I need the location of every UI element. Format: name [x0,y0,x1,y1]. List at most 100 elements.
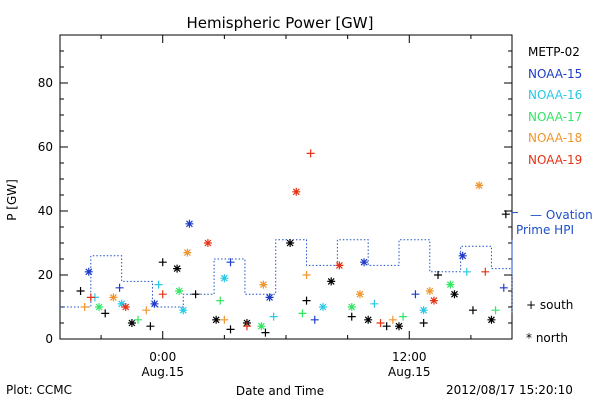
ovation-legend-line1: — Ovation [530,208,593,222]
data-point-metp-02-south [382,322,391,331]
x-tick-label-date: Aug.15 [141,365,184,379]
symbol-legend-north: * north [526,331,569,345]
y-tick-label: 80 [38,76,53,90]
data-point-noaa-17-north [175,287,184,295]
data-point-noaa-19-south [306,149,315,158]
data-point-metp-02-north [487,315,496,324]
data-point-noaa-17-north [446,280,455,289]
data-point-noaa-16-north [220,274,229,283]
data-point-noaa-15-north [84,267,93,276]
data-point-noaa-15-north [150,299,159,308]
data-point-metp-02-south [419,319,428,327]
data-point-noaa-18-north [259,280,268,289]
data-point-noaa-17-south [298,309,307,318]
data-point-metp-02-south [347,312,356,321]
data-point-noaa-15-north [360,258,369,267]
y-tick-label: 60 [38,140,53,154]
x-tick-label-date: Aug.15 [388,365,431,379]
data-point-noaa-16-north [419,306,428,315]
data-point-noaa-19-south [376,319,385,327]
data-point-metp-02-north [450,290,459,299]
data-point-noaa-15-north [185,219,194,228]
data-point-metp-02-south [468,306,477,315]
data-point-noaa-15-south [310,315,319,324]
data-point-metp-02-north [364,315,373,324]
data-point-metp-02-south [146,322,155,331]
data-point-metp-02-south [434,271,443,279]
y-tick-label: 0 [45,332,53,346]
data-point-metp-02-south [226,325,235,334]
data-point-metp-02-south [101,309,110,318]
ovation-legend-line2: Prime HPI [516,223,574,237]
data-point-metp-02-south [158,258,167,267]
data-point-noaa-17-north [95,303,104,311]
data-point-noaa-16-north [179,306,188,315]
data-point-noaa-19-south [242,322,251,331]
legend-item-noaa-19: NOAA-19 [528,152,583,167]
data-point-noaa-19-south [481,267,490,276]
data-point-noaa-17-north [347,303,356,311]
data-point-noaa-19-north [335,261,344,270]
data-point-metp-02-north [327,277,336,286]
legend-item-noaa-15: NOAA-15 [528,66,583,81]
data-point-noaa-18-south [388,315,397,324]
y-tick-label: 20 [38,268,53,282]
data-point-noaa-18-north [355,290,364,299]
satellite-legend: METP-02 NOAA-15 NOAA-16 NOAA-17 NOAA-18 … [528,42,582,172]
data-point-noaa-18-south [80,303,89,311]
data-point-noaa-17-north [257,322,266,331]
data-point-noaa-16-north [318,303,327,311]
data-point-noaa-15-north [458,251,467,260]
data-point-noaa-19-north [121,303,130,311]
footer-credit: Plot: CCMC [6,383,72,397]
data-point-noaa-15-north [265,293,274,302]
data-point-noaa-15-south [226,258,235,267]
data-point-noaa-18-north [475,181,484,190]
data-point-metp-02-north [127,319,136,327]
data-point-metp-02-south [261,328,270,337]
plot-frame [59,34,513,340]
data-point-metp-02-south [501,210,510,219]
data-point-noaa-17-south [491,306,500,315]
data-point-noaa-18-south [302,271,311,279]
data-point-noaa-18-south [220,315,229,324]
x-tick-label-time: 0:00 [149,350,176,364]
data-point-metp-02-north [286,239,295,247]
data-point-noaa-19-south [158,290,167,299]
x-tick-label-time: 12:00 [392,350,427,364]
data-point-noaa-16-north [117,299,126,308]
data-point-noaa-17-south [134,315,143,324]
footer-timestamp: 2012/08/17 15:20:10 [446,383,573,397]
data-point-noaa-15-south [499,283,508,292]
ovation-hpi-line [60,239,513,314]
plot-area: 0204060800:00Aug.1512:00Aug.150:00Aug.16… [38,34,518,379]
data-point-noaa-18-north [109,293,118,302]
data-point-metp-02-north [173,264,182,273]
legend-item-noaa-17: NOAA-17 [528,109,583,124]
data-point-noaa-16-south [462,267,471,276]
symbol-legend-south: + south [526,298,574,312]
x-axis-label: Date and Time [236,384,324,398]
data-point-noaa-16-south [154,280,163,289]
data-point-noaa-15-south [115,283,124,292]
data-point-noaa-16-south [370,299,379,308]
data-point-noaa-18-south [142,306,151,315]
data-point-metp-02-north [395,322,403,331]
ovation-legend: — Ovation Prime HPI [516,208,593,238]
legend-item-noaa-16: NOAA-16 [528,88,583,103]
data-point-metp-02-south [302,296,311,305]
data-point-noaa-18-north [425,287,434,295]
data-point-noaa-19-north [292,187,301,196]
chart-title: Hemispheric Power [GW] [187,14,374,32]
data-point-metp-02-south [191,290,200,299]
legend-item-noaa-18: NOAA-18 [528,131,583,146]
data-point-metp-02-north [212,315,221,324]
data-point-noaa-18-north [183,248,192,257]
data-point-noaa-16-south [269,312,278,321]
data-point-noaa-17-south [399,312,408,321]
data-point-noaa-19-north [203,239,212,247]
legend-item-metp-02: METP-02 [528,45,580,59]
data-point-noaa-15-south [411,290,420,299]
y-tick-label: 40 [38,204,53,218]
